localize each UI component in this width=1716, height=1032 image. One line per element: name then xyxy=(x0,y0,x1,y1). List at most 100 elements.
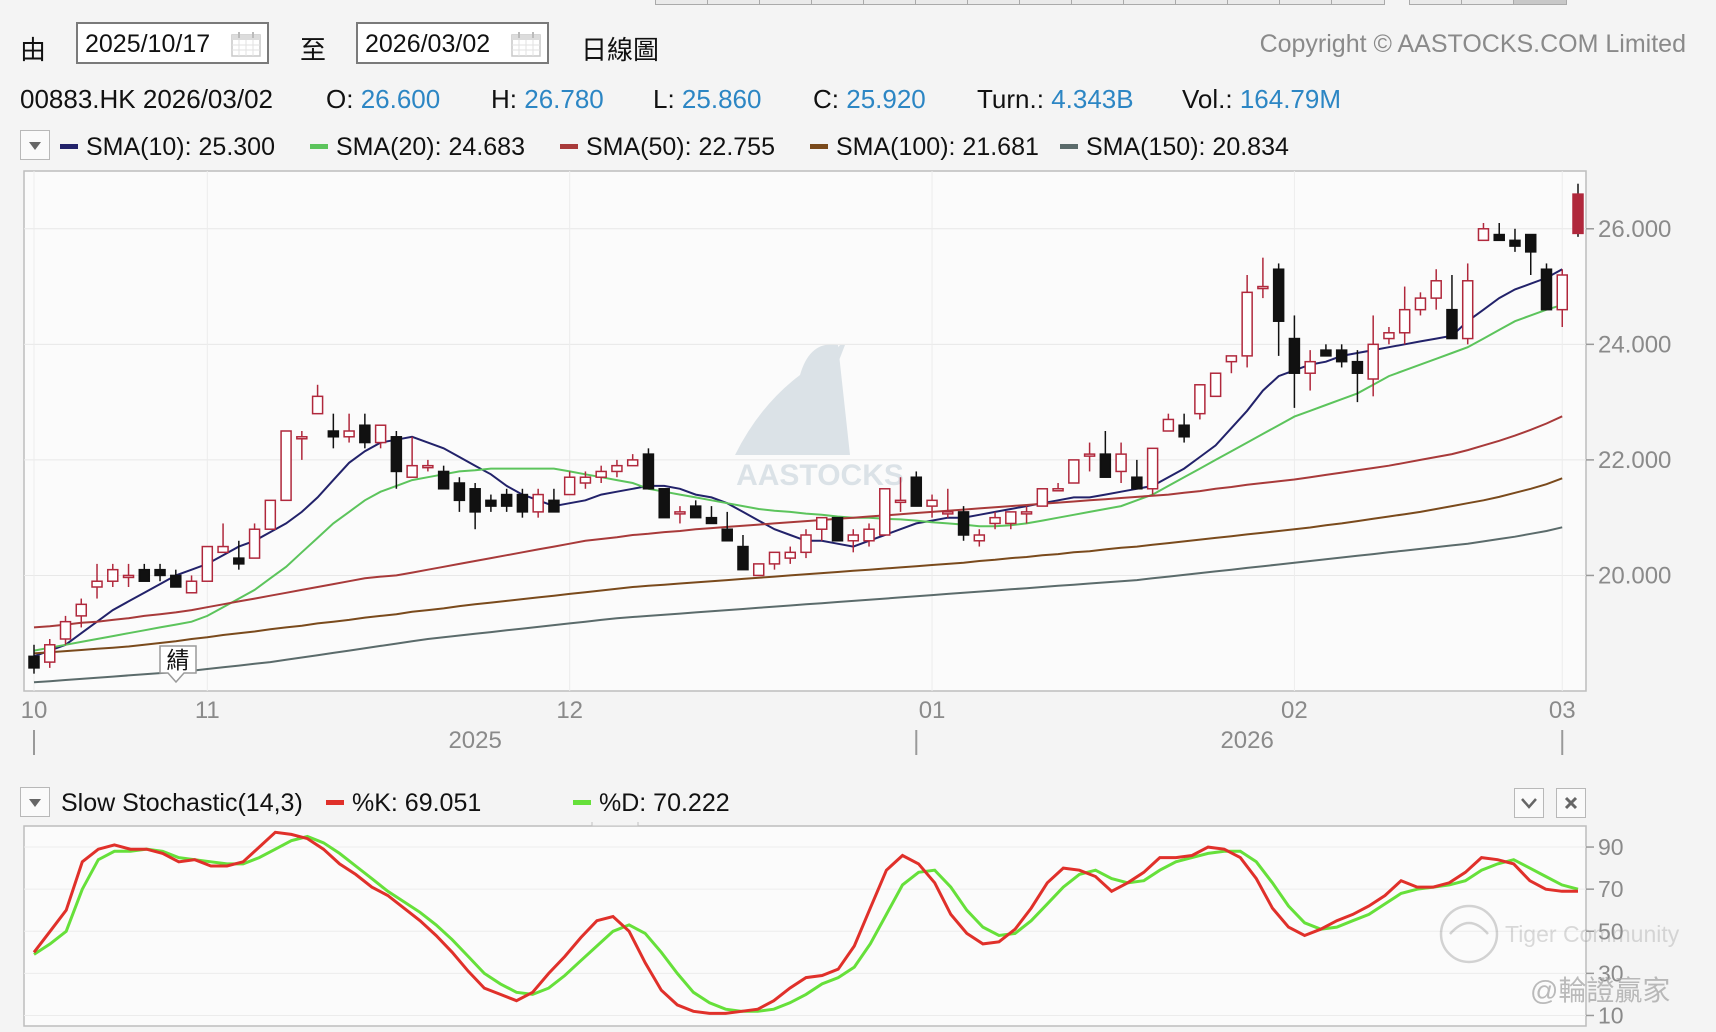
candle xyxy=(44,639,56,668)
date-range-bar: 由 2025/10/17 至 2026/03/02 日線圖 Copyright … xyxy=(0,22,1716,68)
candle-body xyxy=(926,499,938,507)
collapse-panel-button[interactable] xyxy=(1514,788,1544,818)
from-date-field[interactable]: 2025/10/17 xyxy=(76,22,269,64)
candle xyxy=(626,454,639,467)
calendar-icon[interactable] xyxy=(231,31,261,57)
candle-body xyxy=(311,395,324,415)
top-tab[interactable] xyxy=(1279,0,1333,5)
calendar-icon[interactable] xyxy=(511,31,541,57)
top-tab[interactable] xyxy=(915,0,969,5)
panel-resize-handle[interactable] xyxy=(591,822,639,827)
low-value: 25.860 xyxy=(681,84,762,114)
watermark-logo-text: AASTOCKS xyxy=(736,459,904,492)
top-tab[interactable] xyxy=(1513,0,1567,5)
top-tab[interactable] xyxy=(1019,0,1073,5)
to-label: 至 xyxy=(300,35,327,65)
candle-body xyxy=(768,551,781,565)
candle xyxy=(926,494,938,518)
sma-line-sma50 xyxy=(33,415,1563,629)
candle-body xyxy=(1509,239,1521,247)
candle-body xyxy=(469,488,481,513)
candle-body xyxy=(674,511,686,515)
from-label: 由 xyxy=(20,35,47,65)
candle xyxy=(894,477,907,512)
top-tab[interactable] xyxy=(759,0,813,5)
candle xyxy=(28,644,40,674)
top-tab[interactable] xyxy=(1331,0,1385,5)
candle xyxy=(1398,286,1411,345)
candle xyxy=(437,465,450,490)
candle xyxy=(343,413,355,443)
candle xyxy=(1446,275,1458,340)
candle xyxy=(1540,263,1553,311)
candle-body xyxy=(642,453,655,490)
candle-body xyxy=(374,424,387,444)
sma-line-sma20 xyxy=(33,303,1563,652)
main-chart-dropdown-button[interactable] xyxy=(20,130,50,160)
candle-body xyxy=(59,620,72,640)
top-tab[interactable] xyxy=(1227,0,1281,5)
annotation-marker[interactable]: 綪 xyxy=(159,645,197,684)
candle-body xyxy=(437,470,450,490)
candle-body xyxy=(217,545,229,554)
candle xyxy=(1430,269,1442,310)
candle xyxy=(879,488,891,536)
candle-body xyxy=(280,430,292,502)
to-date-field[interactable]: 2026/03/02 xyxy=(356,22,549,64)
candle xyxy=(1351,350,1364,403)
candle-body xyxy=(1320,349,1332,357)
candle xyxy=(1146,447,1159,495)
symbol-date: 00883.HK 2026/03/02 xyxy=(20,84,273,114)
candle xyxy=(91,563,103,599)
candle xyxy=(138,563,151,582)
candle-body xyxy=(1524,233,1537,253)
year-tick-label: 2026 xyxy=(1220,727,1273,754)
top-tab[interactable] xyxy=(811,0,865,5)
candle xyxy=(1257,257,1269,299)
to-date-value: 2026/03/02 xyxy=(365,30,491,58)
candle-body xyxy=(170,574,182,588)
top-tab[interactable] xyxy=(863,0,917,5)
candle-body xyxy=(595,470,607,478)
candle-body xyxy=(91,580,103,588)
candle xyxy=(296,431,308,460)
close-panel-button[interactable] xyxy=(1556,788,1586,818)
candle xyxy=(1304,350,1316,391)
candle-body xyxy=(1162,418,1175,432)
candle xyxy=(1335,344,1348,368)
candle xyxy=(1524,233,1537,275)
candle xyxy=(863,523,875,547)
price-y-axis: 20.000 22.000 24.000 26.000 xyxy=(1586,216,1671,589)
stochastic-chart[interactable]: 10 30 50 70 90 Tiger Community @輪證贏家 xyxy=(0,822,1716,1032)
top-tab[interactable] xyxy=(967,0,1021,5)
candle-body xyxy=(75,603,88,617)
candle-body xyxy=(973,534,986,542)
top-tab[interactable] xyxy=(655,0,709,5)
candle xyxy=(122,563,135,587)
candle-body xyxy=(1209,372,1222,398)
top-tab[interactable] xyxy=(1071,0,1125,5)
top-tab[interactable] xyxy=(1175,0,1229,5)
candle xyxy=(910,471,923,507)
candle-body xyxy=(453,482,466,502)
top-tab[interactable] xyxy=(1461,0,1515,5)
stoch-lines xyxy=(32,830,1579,1015)
candle xyxy=(75,598,88,628)
candle-body xyxy=(1572,193,1584,235)
top-tab[interactable] xyxy=(707,0,761,5)
chart-type-label[interactable]: 日線圖 xyxy=(581,35,660,65)
candle xyxy=(1162,413,1175,432)
candle xyxy=(185,575,198,594)
candle-body xyxy=(154,568,166,577)
price-chart[interactable]: AASTOCKS 20.000 22.000 24.000 26.000 10 11 12… xyxy=(0,165,1716,765)
top-tab[interactable] xyxy=(1123,0,1177,5)
stoch-dropdown-button[interactable] xyxy=(20,787,50,817)
candle-body xyxy=(1493,233,1505,242)
candle xyxy=(752,563,765,577)
candle-body xyxy=(1146,447,1159,490)
high-label: H: xyxy=(491,84,517,114)
candle xyxy=(989,511,1001,530)
top-tab[interactable] xyxy=(1409,0,1463,5)
candle-body xyxy=(248,528,261,559)
candle-body xyxy=(1131,476,1143,490)
